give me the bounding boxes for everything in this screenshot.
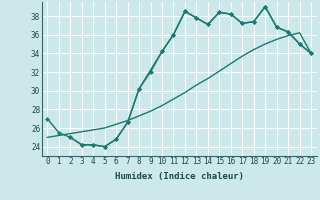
X-axis label: Humidex (Indice chaleur): Humidex (Indice chaleur) — [115, 172, 244, 181]
